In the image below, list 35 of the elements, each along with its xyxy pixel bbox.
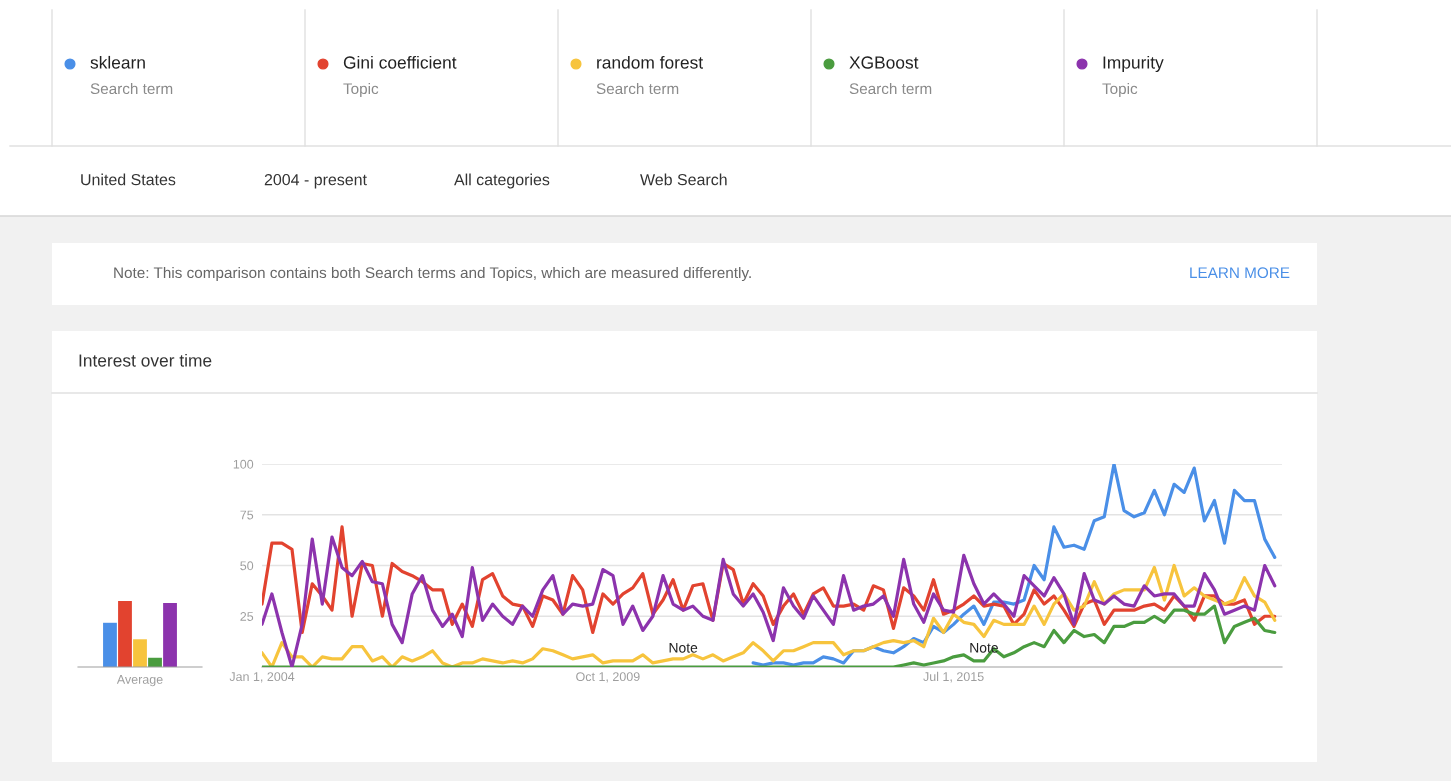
- bar: [163, 602, 177, 667]
- text: Topic: [343, 82, 379, 98]
- legend-label: sklearn: [90, 55, 145, 69]
- chart-title: Interest over time: [79, 353, 212, 367]
- text: All categories: [454, 173, 550, 189]
- annotation: Note: [669, 642, 698, 653]
- line-series: [262, 604, 1277, 667]
- y-tick-label: 75: [240, 510, 254, 520]
- annotation: Note: [970, 642, 998, 653]
- bar: [103, 622, 117, 667]
- x-tick-label: Jan 1, 2004: [229, 672, 295, 683]
- text: Search term: [596, 82, 679, 95]
- text: LEARN MORE: [1190, 267, 1290, 279]
- text: United States: [81, 173, 176, 186]
- legend-label: Gini coefficient: [343, 55, 457, 69]
- line-series: [262, 535, 1277, 667]
- x-tick-label: Oct 1, 2009: [576, 672, 640, 683]
- text: Search term: [90, 82, 173, 95]
- bar: [118, 601, 132, 667]
- y-tick-label: 100: [233, 459, 254, 469]
- y-tick-label: 50: [240, 561, 254, 571]
- bar: [133, 639, 147, 667]
- legend-label: Impurity: [1103, 55, 1164, 73]
- legend-label: random forest: [597, 55, 703, 69]
- x-axis-title: Average: [116, 675, 163, 687]
- text: Web Search: [640, 173, 727, 186]
- text: 2004 - present: [264, 173, 367, 189]
- line-series: [262, 563, 1277, 667]
- y-tick-label: 25: [240, 612, 254, 621]
- text: Note: This comparison contains both Search terms and Topics, which are measured differently.: [114, 266, 751, 282]
- x-tick-label: Jul 1, 2015: [923, 671, 984, 683]
- text: Topic: [1102, 82, 1138, 98]
- text: Search term: [849, 82, 932, 95]
- line-series: [751, 464, 1277, 667]
- legend-label: XGBoost: [849, 56, 919, 69]
